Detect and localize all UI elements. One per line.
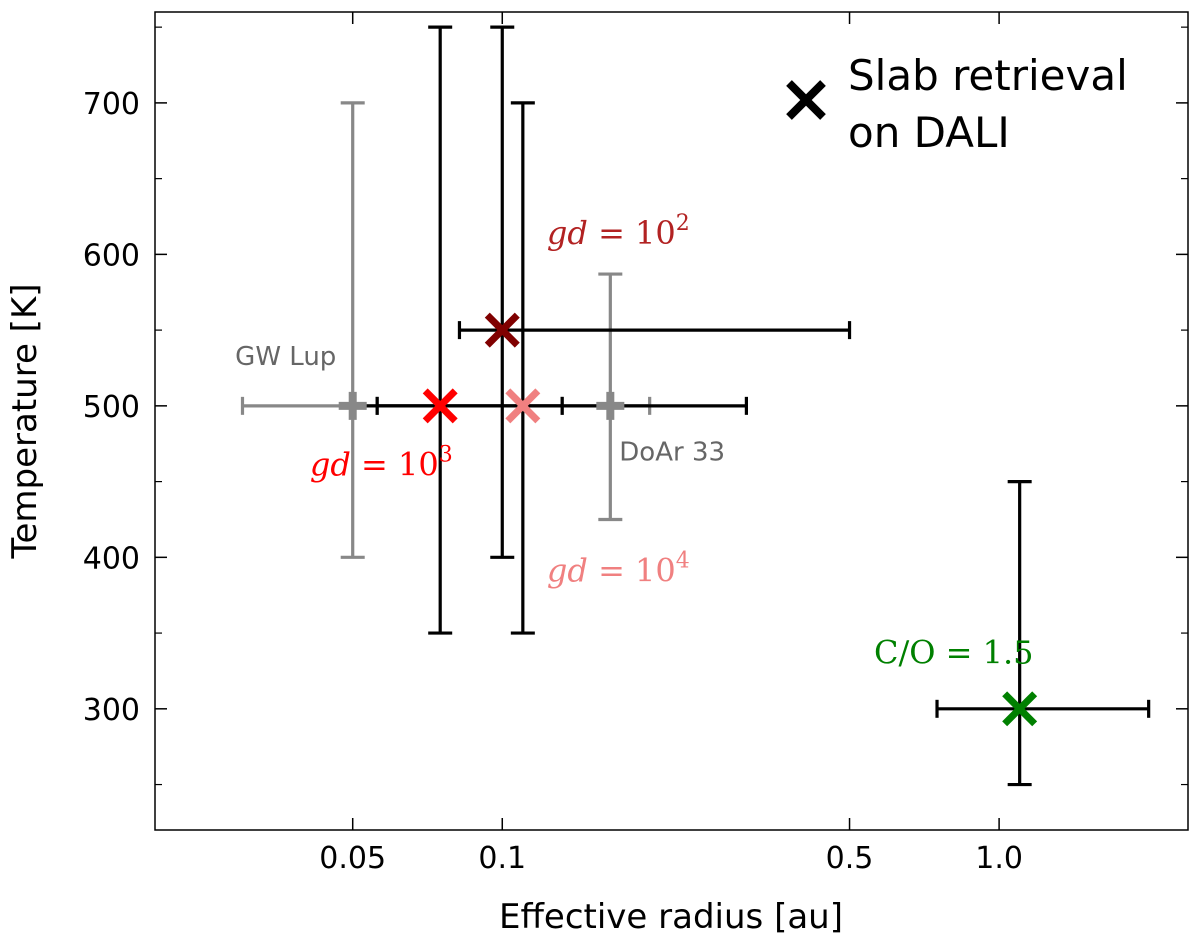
y-tick-label: 400 — [83, 541, 140, 576]
annotation: gd = 103 — [310, 443, 453, 484]
annotation: DoAr 33 — [619, 437, 725, 467]
y-axis-label: Temperature [K] — [5, 283, 45, 559]
x-tick-label: 1.0 — [975, 841, 1023, 876]
error-bar — [351, 101, 564, 635]
data-point — [596, 391, 625, 420]
x-axis-label: Effective radius [au] — [499, 897, 843, 937]
error-bar — [935, 479, 1151, 787]
y-tick-label: 600 — [83, 238, 140, 273]
x-marker-stroke — [484, 312, 520, 348]
data-point — [505, 388, 541, 424]
error-bar — [457, 25, 852, 559]
annotation-superscript: 2 — [676, 211, 690, 236]
annotation-superscript: 3 — [439, 443, 453, 468]
annotation: GW Lup — [235, 342, 336, 372]
y-tick-label: 700 — [83, 87, 140, 122]
data-markers — [338, 312, 1038, 727]
error-bar — [240, 101, 379, 559]
annotation-text: = 10 — [588, 214, 676, 252]
annotation-var: gd — [547, 214, 588, 252]
data-point — [484, 312, 520, 348]
annotation: C/O = 1.5 — [874, 633, 1034, 671]
annotation-text: = 10 — [351, 446, 439, 484]
annotation-superscript: 4 — [676, 549, 690, 574]
x-tick-label: 0.05 — [319, 841, 386, 876]
axis-ticks: 0.05 0.1 0.5 1.0 300 400 500 600 700 — [83, 12, 1188, 876]
annotation: gd = 104 — [547, 549, 690, 590]
legend-marker-stroke — [786, 80, 826, 120]
legend-line-2: on DALI — [848, 108, 1010, 157]
plot-frame — [154, 11, 1189, 831]
x-marker-stroke — [422, 388, 458, 424]
x-marker-stroke — [505, 388, 541, 424]
error-bar — [560, 272, 652, 522]
x-marker-stroke — [1002, 691, 1038, 727]
annotation-text: = 10 — [588, 552, 676, 590]
data-point — [1002, 691, 1038, 727]
annotation-var: gd — [310, 446, 351, 484]
data-point — [422, 388, 458, 424]
legend: Slab retrieval on DALI — [786, 51, 1128, 157]
y-tick-label: 500 — [83, 390, 140, 425]
annotation-var: gd — [547, 552, 588, 590]
legend-line-1: Slab retrieval — [848, 51, 1128, 100]
x-tick-label: 0.1 — [478, 841, 526, 876]
data-point — [338, 391, 367, 420]
x-tick-label: 0.5 — [826, 841, 874, 876]
y-tick-label: 300 — [83, 693, 140, 728]
annotation: gd = 102 — [547, 211, 690, 252]
